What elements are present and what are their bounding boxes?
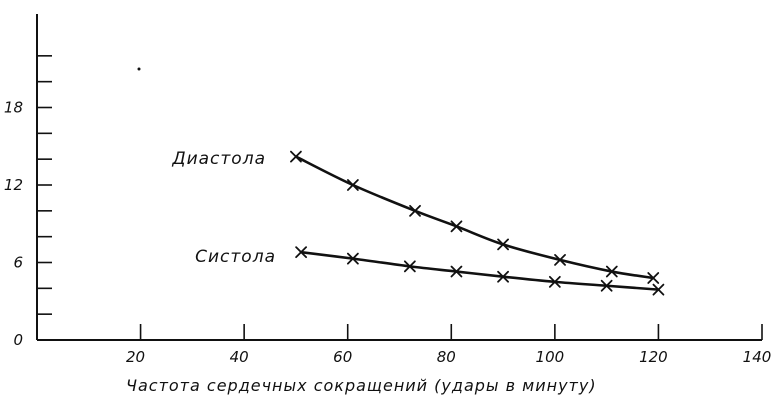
marker-stroke-b xyxy=(600,279,613,292)
marker-stroke-b xyxy=(554,254,566,266)
data-point-marker xyxy=(605,265,618,278)
data-point-marker xyxy=(554,254,566,266)
y-tick-label: 18 xyxy=(4,99,23,117)
data-point-marker xyxy=(409,204,421,217)
series-line-0 xyxy=(294,155,655,280)
data-point-marker xyxy=(346,179,359,191)
x-axis-title: Частота сердечных сокращений (удары в ми… xyxy=(126,376,597,395)
marker-stroke-b xyxy=(450,265,463,278)
stray-dot xyxy=(137,67,141,71)
series-layer: Диастола Систола xyxy=(171,149,665,296)
axes xyxy=(36,14,762,341)
marker-stroke-b xyxy=(403,260,416,273)
data-point-marker xyxy=(450,220,463,233)
data-point-marker xyxy=(497,270,509,283)
marker-stroke-b xyxy=(290,150,302,163)
series-0: Диастола xyxy=(171,149,660,284)
x-tick-label: 140 xyxy=(743,348,772,366)
marker-stroke-b xyxy=(409,204,421,217)
marker-stroke-b xyxy=(346,179,359,191)
marker-stroke-b xyxy=(346,252,359,265)
series-label-0: Диастола xyxy=(171,149,266,169)
data-point-marker xyxy=(497,238,509,251)
marker-stroke-b xyxy=(295,246,308,259)
marker-stroke-b xyxy=(497,238,509,251)
series-label-1: Систола xyxy=(195,247,276,267)
x-tick-label: 120 xyxy=(639,348,668,366)
x-tick-label: 40 xyxy=(230,348,249,366)
x-tick-label: 20 xyxy=(126,348,145,366)
marker-stroke-b xyxy=(605,265,618,278)
x-tick-label: 100 xyxy=(536,348,565,366)
marker-stroke-b xyxy=(497,270,509,283)
data-point-marker xyxy=(600,279,613,292)
marker-stroke-b xyxy=(548,275,561,288)
x-ticks: 20 40 60 80 100 120 140 xyxy=(126,324,771,366)
data-point-marker xyxy=(403,260,416,273)
y-tick-label: 0 xyxy=(13,331,23,349)
y-tick-label: 6 xyxy=(13,254,23,272)
data-point-marker xyxy=(647,272,660,284)
data-point-marker xyxy=(548,275,561,288)
series-1: Систола xyxy=(195,246,665,296)
y-ticks: 0 6 12 18 xyxy=(4,55,52,349)
series-line-1 xyxy=(299,250,660,291)
data-point-marker xyxy=(450,265,463,278)
x-tick-label: 60 xyxy=(333,348,352,366)
data-point-marker xyxy=(295,246,308,259)
marker-stroke-b xyxy=(647,272,660,284)
data-point-marker xyxy=(290,150,302,163)
marker-stroke-b xyxy=(652,283,665,296)
data-point-marker xyxy=(346,252,359,265)
y-tick-label: 12 xyxy=(4,176,23,194)
marker-stroke-b xyxy=(450,220,463,233)
x-tick-label: 80 xyxy=(437,348,456,366)
data-point-marker xyxy=(652,283,665,296)
